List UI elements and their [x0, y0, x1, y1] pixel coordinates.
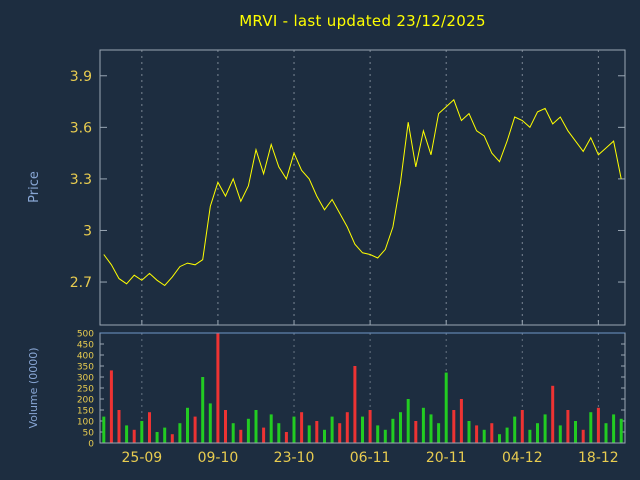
svg-text:500: 500	[77, 330, 94, 340]
svg-text:3.9: 3.9	[70, 69, 92, 85]
svg-text:2.7: 2.7	[70, 275, 92, 291]
svg-text:200: 200	[77, 396, 94, 406]
svg-text:300: 300	[77, 374, 94, 384]
svg-text:3.3: 3.3	[70, 172, 92, 188]
svg-text:09-10: 09-10	[198, 450, 239, 466]
svg-text:350: 350	[77, 363, 94, 373]
svg-text:3: 3	[83, 223, 92, 239]
svg-text:25-09: 25-09	[122, 450, 163, 466]
svg-text:06-11: 06-11	[350, 450, 391, 466]
svg-text:23-10: 23-10	[274, 450, 315, 466]
svg-text:20-11: 20-11	[426, 450, 467, 466]
svg-text:04-12: 04-12	[502, 450, 543, 466]
svg-text:150: 150	[77, 407, 94, 417]
svg-text:50: 50	[83, 429, 95, 439]
svg-text:100: 100	[77, 418, 94, 428]
svg-text:3.6: 3.6	[70, 120, 92, 136]
svg-text:400: 400	[77, 352, 94, 362]
svg-text:250: 250	[77, 385, 94, 395]
chart-title: MRVI - last updated 23/12/2025	[239, 12, 486, 30]
svg-text:450: 450	[77, 341, 94, 351]
svg-text:0: 0	[88, 440, 94, 450]
svg-text:18-12: 18-12	[578, 450, 619, 466]
